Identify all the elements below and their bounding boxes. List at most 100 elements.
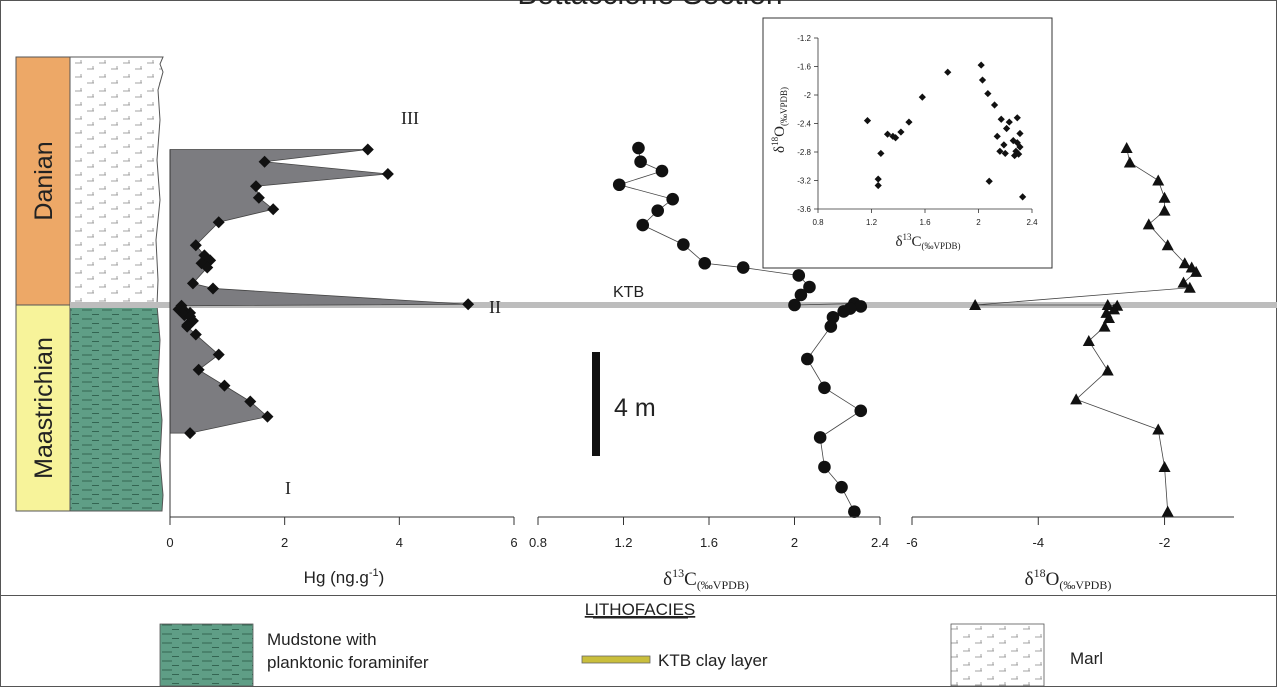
- d13c-point: [677, 238, 690, 251]
- hg-axis-title-main: Hg (ng.g: [304, 568, 369, 587]
- d18o-tick-label: -6: [906, 535, 918, 550]
- inset-point: [874, 175, 882, 183]
- inset-y-title-sup: 18: [770, 136, 780, 146]
- d13c-tick-label: 1.6: [700, 535, 718, 550]
- inset-point: [883, 130, 892, 138]
- d13c-point: [813, 431, 827, 444]
- d13c-point: [792, 269, 806, 282]
- inset-x-tick-label: 1.6: [919, 218, 931, 227]
- danian-label: Danian: [30, 141, 58, 220]
- inset-point: [1005, 118, 1013, 126]
- inset-y-axis-title: δ18O(‰VPDB): [770, 87, 789, 153]
- inset-x-title-sub: (‰VPDB): [922, 241, 961, 251]
- hg-point: [212, 348, 225, 361]
- chart-title: Bottaccione Section: [517, 0, 782, 11]
- inset-frame: [762, 17, 1053, 269]
- hg-axis-title-end: ): [379, 568, 385, 587]
- d13c-point: [824, 320, 838, 333]
- inset-x-title-c: C: [912, 234, 922, 250]
- hg-point: [207, 282, 219, 295]
- d18o-point: [1158, 204, 1171, 216]
- d18o-point: [1183, 281, 1196, 293]
- d18o-point: [969, 299, 982, 310]
- inset-point: [1000, 141, 1008, 149]
- inset-y-tick-label: -3.6: [797, 205, 811, 214]
- d13c-tick-label: 0.8: [529, 535, 547, 550]
- hg-peak-label-ii: II: [489, 297, 501, 317]
- hg-point: [201, 261, 214, 274]
- hg-point: [212, 216, 225, 229]
- inset-point: [1001, 149, 1009, 158]
- d18o-axis-title: δ18O(‰VPDB): [1025, 566, 1112, 592]
- inset-x-tick-label: 1.2: [866, 218, 878, 227]
- inset-point: [1011, 151, 1019, 160]
- inset-y-title-main: δ: [772, 146, 788, 153]
- d18o-point: [1098, 320, 1111, 332]
- d13c-point: [854, 404, 868, 418]
- hg-point: [250, 180, 262, 193]
- ktb-label: KTB: [613, 284, 644, 301]
- d18o-point: [1120, 142, 1133, 154]
- inset-point: [905, 118, 913, 126]
- inset-point: [863, 117, 872, 125]
- d13c-point: [854, 300, 868, 313]
- d18o-axis-title-sub: (‰VPDB): [1059, 578, 1111, 592]
- hg-point: [252, 191, 265, 204]
- d13c-point: [666, 192, 679, 206]
- ktb-clay-legend-text: KTB clay layer: [658, 651, 768, 670]
- inset-y-title-sub: (‰VPDB): [779, 87, 789, 126]
- inset-point: [1016, 129, 1024, 138]
- d18o-point: [1082, 335, 1095, 346]
- d18o-tick-label: -2: [1159, 535, 1171, 550]
- d13c-point: [794, 288, 808, 302]
- inset-x-title-sup: 13: [903, 232, 913, 242]
- marl-swatch: [950, 623, 1045, 687]
- hg-point: [258, 155, 271, 168]
- inset-point: [944, 68, 952, 76]
- inset-x-tick-label: 0.8: [812, 218, 824, 227]
- inset-y-tick-label: -2.4: [797, 120, 811, 129]
- d13c-point: [788, 298, 801, 312]
- hg-axis-title: Hg (ng.g-1): [304, 567, 385, 587]
- inset-point: [993, 132, 1001, 140]
- hg-point: [218, 379, 231, 392]
- hg-x-axis: 0 2 4 6: [166, 516, 518, 550]
- mudstone-legend-line1: Mudstone with: [267, 630, 377, 649]
- hg-panel: [169, 143, 475, 517]
- inset-point: [978, 76, 987, 84]
- hg-tick-label: 6: [510, 535, 517, 550]
- d18o-x-axis: -6 -4 -2: [906, 516, 1234, 550]
- d18o-point: [1158, 191, 1171, 203]
- d18o-axis-title-c: O: [1046, 569, 1060, 590]
- d18o-point: [1101, 364, 1114, 376]
- d13c-point: [736, 261, 750, 274]
- marl-legend-text: Marl: [1070, 649, 1103, 668]
- d18o-panel: [969, 142, 1203, 517]
- d18o-axis-title-sup: 18: [1034, 566, 1046, 580]
- hg-tick-label: 0: [166, 535, 173, 550]
- inset-point: [990, 101, 999, 109]
- inset-point: [1013, 139, 1021, 147]
- inset-point: [1016, 143, 1024, 151]
- d13c-axis-title-c: C: [684, 569, 697, 590]
- d18o-tick-label: -4: [1032, 535, 1044, 550]
- d18o-point: [1161, 505, 1174, 517]
- d18o-point: [1123, 156, 1136, 168]
- danian-stage-box: [15, 56, 71, 306]
- inset-point: [1013, 114, 1021, 122]
- inset-point: [977, 61, 985, 69]
- scale-bar: [592, 352, 600, 456]
- d18o-point: [1102, 311, 1115, 323]
- hg-point: [184, 427, 197, 440]
- d13c-point: [634, 155, 647, 169]
- d18o-point: [1108, 303, 1121, 315]
- d13c-point: [818, 381, 831, 395]
- hg-peak-label-i: I: [285, 478, 291, 498]
- inset-point: [1015, 150, 1023, 158]
- d13c-axis-title: δ13C(‰VPDB): [663, 566, 749, 592]
- d18o-point: [1142, 218, 1155, 230]
- d13c-point: [636, 218, 650, 232]
- scale-bar-label: 4 m: [614, 394, 656, 422]
- hg-tick-label: 4: [396, 535, 403, 550]
- hg-point: [361, 143, 374, 156]
